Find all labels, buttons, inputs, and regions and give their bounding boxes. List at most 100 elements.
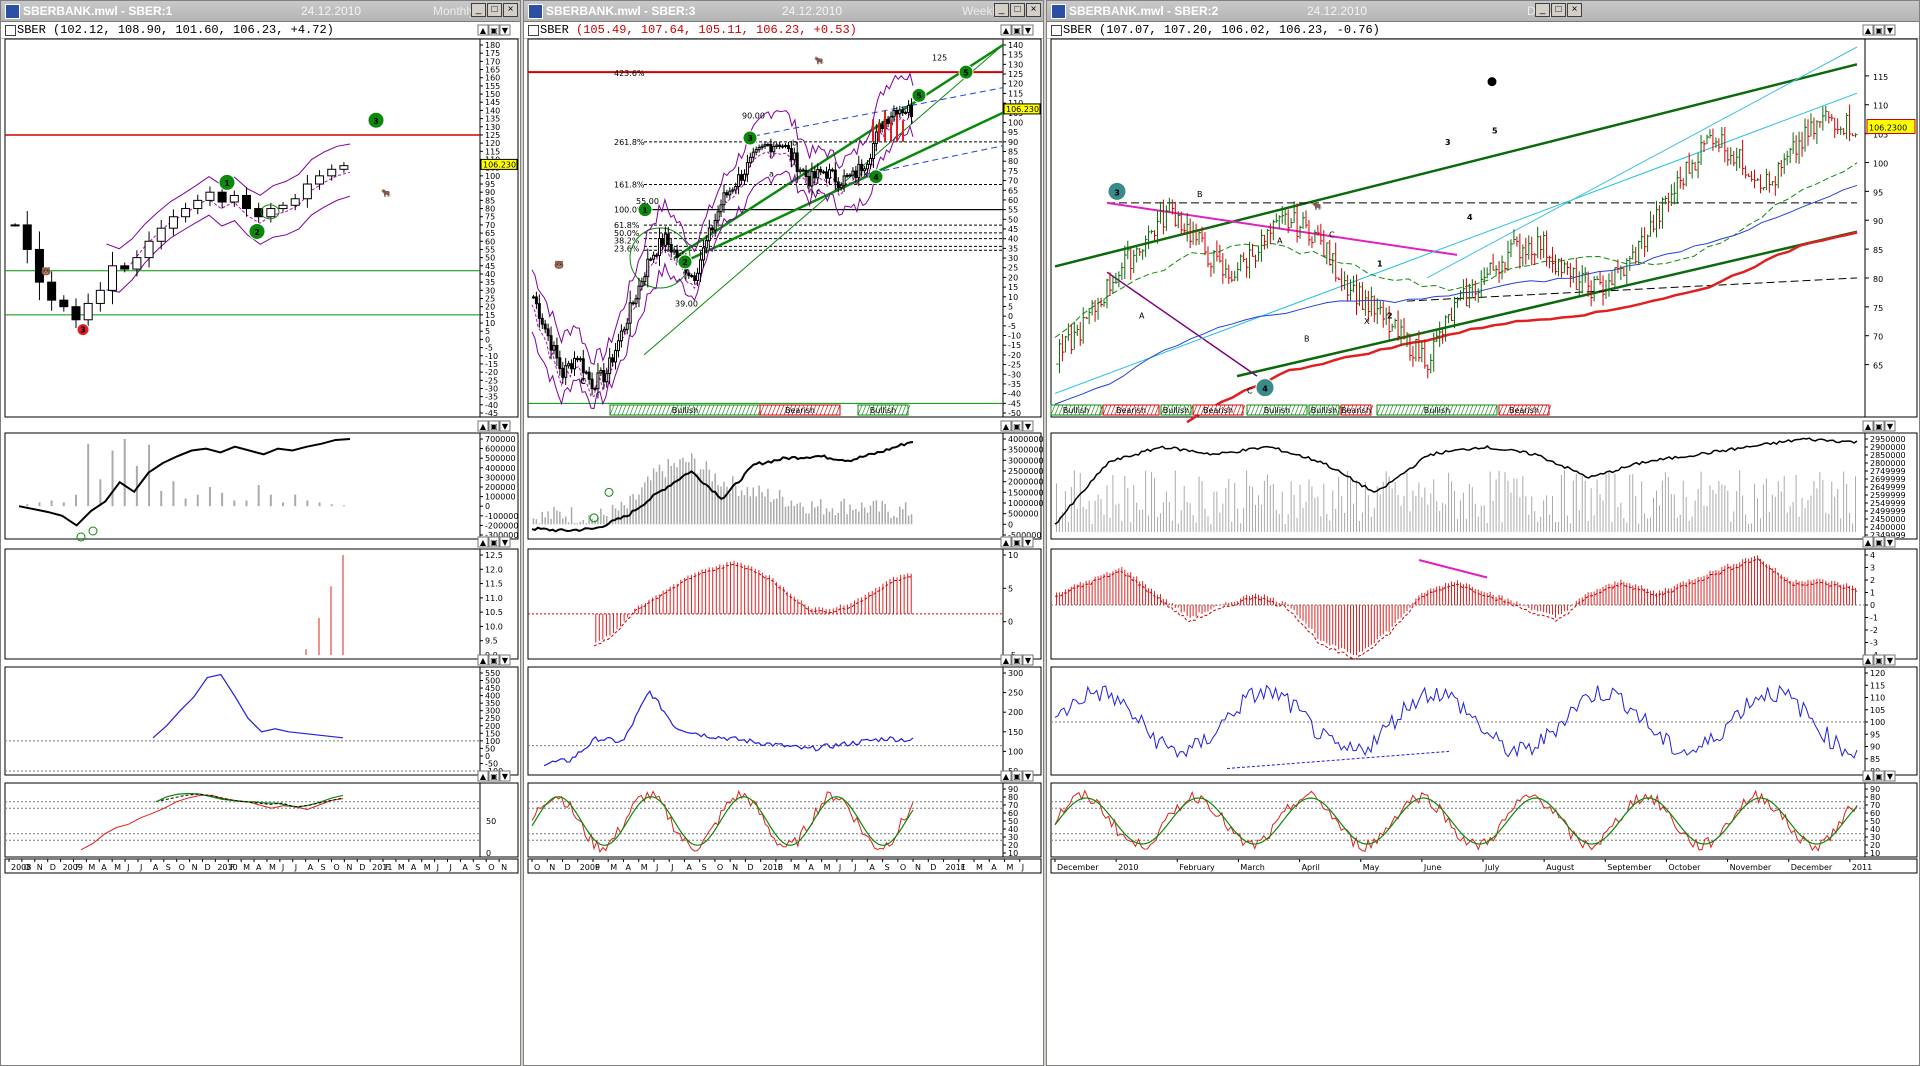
window-date: 24.12.2010 (1307, 4, 1368, 18)
minimize-button[interactable]: _ (994, 3, 1009, 17)
time-label: A (411, 863, 417, 872)
note-39: 39.00 (675, 299, 698, 308)
tick-label: 60 (1870, 809, 1880, 818)
close-button[interactable]: × (1026, 3, 1041, 17)
tick-label: 130 (1008, 60, 1023, 69)
title-bar[interactable]: SBERBANK.mwl - SBER:2 24.12.2010 Daily _… (1047, 1, 1919, 22)
weekly-candle-body (792, 152, 796, 161)
close-button[interactable]: × (1567, 3, 1582, 17)
band-hatch (799, 404, 805, 416)
close-button[interactable]: × (503, 3, 518, 17)
band-hatch (645, 404, 651, 416)
monthly-candle-body (205, 191, 215, 201)
tick-label: 150 (485, 729, 500, 738)
quote-text: SBER (102.12, 108.90, 101.60, 106.23, +4… (17, 23, 334, 37)
cci-panel (527, 666, 1042, 776)
weekly-candle-body (874, 131, 878, 145)
weekly-candle-body (801, 169, 805, 172)
tick-label: 15 (1008, 283, 1018, 292)
minimize-button[interactable]: _ (471, 3, 486, 17)
fib-label: 261.8% (614, 138, 645, 147)
band-hatch (1444, 404, 1450, 416)
monthly-candle-body (229, 194, 239, 203)
weekly-candle-body (836, 181, 840, 189)
band-hatch (1388, 404, 1394, 416)
stoch-k (1054, 789, 1858, 852)
scroll-glyph: ▼ (1887, 422, 1894, 431)
price-tick: 95 (1873, 188, 1883, 197)
time-label: J (655, 863, 658, 872)
time-label: D (50, 863, 56, 872)
tick-label: -30 (1008, 370, 1021, 379)
wave-marker (742, 130, 758, 146)
band-hatch (1114, 404, 1120, 416)
band-hatch (1502, 404, 1508, 416)
volume-scroll-btn (477, 420, 489, 432)
time-label: 2009 (63, 863, 83, 872)
monthly-chart-canvas[interactable]: 1801751701651601551501451401351301251201… (1, 1, 521, 1066)
obv-line (531, 441, 914, 533)
band-hatch (763, 404, 769, 416)
maximize-button[interactable]: □ (487, 3, 502, 17)
minimize-button[interactable]: _ (1535, 3, 1550, 17)
maximize-button[interactable]: □ (1551, 3, 1566, 17)
daily-chart-canvas[interactable]: ▲ ▣ ▼1151101051009590858075706534ABCABCX32… (1047, 1, 1920, 1066)
time-label: D (359, 863, 365, 872)
weekly-candle-body (892, 109, 896, 118)
weekly-candle-body (652, 254, 656, 260)
time-label: August (1546, 863, 1574, 872)
tick-label: 130 (485, 123, 500, 132)
band-hatch (1270, 404, 1276, 416)
band-hatch (1090, 404, 1096, 416)
chart-window-daily[interactable]: SBERBANK.mwl - SBER:2 24.12.2010 Daily _… (1046, 0, 1920, 1066)
price-scroll-btn (1011, 24, 1023, 36)
window-title: SBERBANK.mwl - SBER:2 (1069, 4, 1219, 18)
tick-label: -50 (485, 759, 498, 768)
weekly-candle-body (619, 330, 623, 342)
time-label: N (732, 863, 738, 872)
monthly-candle-body (59, 299, 69, 308)
time-label: M (424, 863, 431, 872)
weekly-candle-body (634, 298, 638, 304)
band-hatch (1212, 404, 1218, 416)
fib-label: 38.2% (614, 237, 640, 246)
time-label: J (294, 863, 297, 872)
title-bar[interactable]: SBERBANK.mwl - SBER:3 24.12.2010 Weekly … (524, 1, 1043, 22)
weekly-candle-body (710, 227, 714, 231)
price-panel (527, 38, 1042, 418)
tick-label: 95 (485, 180, 495, 189)
band-hatch (1258, 404, 1264, 416)
weekly-candle-body (567, 363, 571, 367)
weekly-candle-body (851, 170, 855, 176)
weekly-chart-canvas[interactable]: 1401351301251201151101051009590858075706… (524, 1, 1044, 1066)
tick-label: 2649999 (1870, 483, 1906, 492)
tick-label: -45 (485, 409, 498, 418)
title-bar[interactable]: SBERBANK.mwl - SBER:1 24.12.2010 Monthly… (1, 1, 520, 22)
tick-label: -200000 (485, 521, 518, 530)
price-scroll-btn (477, 24, 489, 36)
band-hatch (661, 404, 667, 416)
weekly-candle-body (687, 272, 691, 277)
band-hatch (1404, 404, 1410, 416)
time-label: O (488, 863, 494, 872)
weekly-candle-body (622, 328, 626, 332)
band-hatch (1472, 404, 1478, 416)
wave-marker-label: 5 (916, 92, 922, 101)
chart-window-weekly[interactable]: SBERBANK.mwl - SBER:3 24.12.2010 Weekly … (523, 0, 1044, 1066)
tick-label: 2699999 (1870, 475, 1906, 484)
weekly-candle-body (827, 169, 831, 179)
band-hatch (1522, 404, 1528, 416)
tick-label: 2349999 (1870, 531, 1906, 540)
band-hatch (885, 404, 891, 416)
chart-window-monthly[interactable]: SBERBANK.mwl - SBER:1 24.12.2010 Monthly… (0, 0, 521, 1066)
tick-label: 0 (1008, 618, 1013, 627)
band-hatch (1250, 404, 1256, 416)
time-label: J (838, 863, 841, 872)
band-hatch (889, 404, 895, 416)
tick-label: 2800000 (1870, 459, 1906, 468)
maximize-button[interactable]: □ (1010, 3, 1025, 17)
tick-label: 150 (485, 90, 500, 99)
time-label: A (991, 863, 997, 872)
time-label: 2010 (1118, 863, 1138, 872)
band-hatch (1298, 404, 1304, 416)
